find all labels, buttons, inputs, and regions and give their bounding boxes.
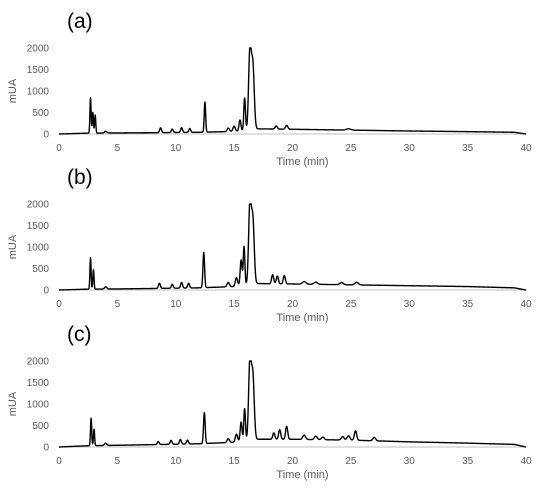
y-tick-label: 0 [43, 130, 49, 141]
chromatogram-panel-3: 0 500 1000 1500 2000 0 5 10 15 20 25 30 35 40 Time (mi… [7, 323, 532, 481]
x-axis-title: Time (min) [276, 156, 328, 168]
x-tick-label: 0 [56, 456, 62, 467]
panel-label: (a) [67, 10, 93, 33]
x-tick-label: 5 [115, 456, 121, 467]
x-tick-label: 25 [345, 299, 357, 310]
x-tick-label: 0 [56, 299, 62, 310]
x-tick-label: 25 [345, 456, 357, 467]
y-tick-label: 500 [32, 264, 49, 275]
x-tick-label: 15 [229, 143, 241, 154]
y-tick-label: 500 [32, 108, 49, 119]
x-tick-label: 20 [287, 143, 299, 154]
x-axis-title: Time (min) [276, 312, 328, 324]
x-tick-label: 30 [404, 143, 416, 154]
y-tick-label: 1000 [27, 400, 50, 411]
y-tick-label: 1500 [27, 378, 50, 389]
x-tick-label: 15 [229, 299, 241, 310]
x-tick-label: 15 [229, 456, 241, 467]
panel-label: (c) [67, 323, 92, 346]
chromatogram-trace [58, 47, 527, 135]
x-tick-label: 40 [520, 456, 532, 467]
x-tick-label: 40 [520, 143, 532, 154]
x-tick-label: 30 [404, 456, 416, 467]
chromatogram-trace [58, 360, 527, 448]
x-tick-label: 10 [170, 143, 182, 154]
y-tick-label: 2000 [27, 200, 50, 211]
x-tick-label: 35 [462, 143, 474, 154]
x-tick-label: 20 [287, 456, 299, 467]
y-axis-title: mUA [7, 234, 19, 259]
y-tick-label: 1500 [27, 65, 50, 76]
panel-label: (b) [67, 166, 93, 189]
x-tick-label: 5 [115, 143, 121, 154]
y-tick-label: 0 [43, 286, 49, 297]
y-axis-title: mUA [7, 391, 19, 416]
x-tick-label: 10 [170, 299, 182, 310]
chromatogram-panel-1: 0 500 1000 1500 2000 0 5 10 15 20 25 30 35 40 Time (mi… [7, 10, 532, 168]
x-tick-label: 35 [462, 299, 474, 310]
y-tick-label: 1000 [27, 243, 50, 254]
chromatogram-panel-2: 0 500 1000 1500 2000 0 5 10 15 20 25 30 35 40 Time (mi… [7, 166, 532, 324]
x-tick-label: 25 [345, 143, 357, 154]
x-tick-label: 30 [404, 299, 416, 310]
y-tick-label: 500 [32, 421, 49, 432]
y-tick-label: 1000 [27, 87, 50, 98]
x-tick-label: 10 [170, 456, 182, 467]
chromatogram-trace [58, 203, 527, 291]
x-tick-label: 40 [520, 299, 532, 310]
y-tick-label: 1500 [27, 221, 50, 232]
y-axis-title: mUA [7, 78, 19, 103]
y-tick-label: 0 [43, 443, 49, 454]
y-tick-label: 2000 [27, 357, 50, 368]
x-tick-label: 35 [462, 456, 474, 467]
x-axis-title: Time (min) [276, 469, 328, 481]
y-tick-label: 2000 [27, 44, 50, 55]
x-tick-label: 20 [287, 299, 299, 310]
x-tick-label: 5 [115, 299, 121, 310]
x-tick-label: 0 [56, 143, 62, 154]
